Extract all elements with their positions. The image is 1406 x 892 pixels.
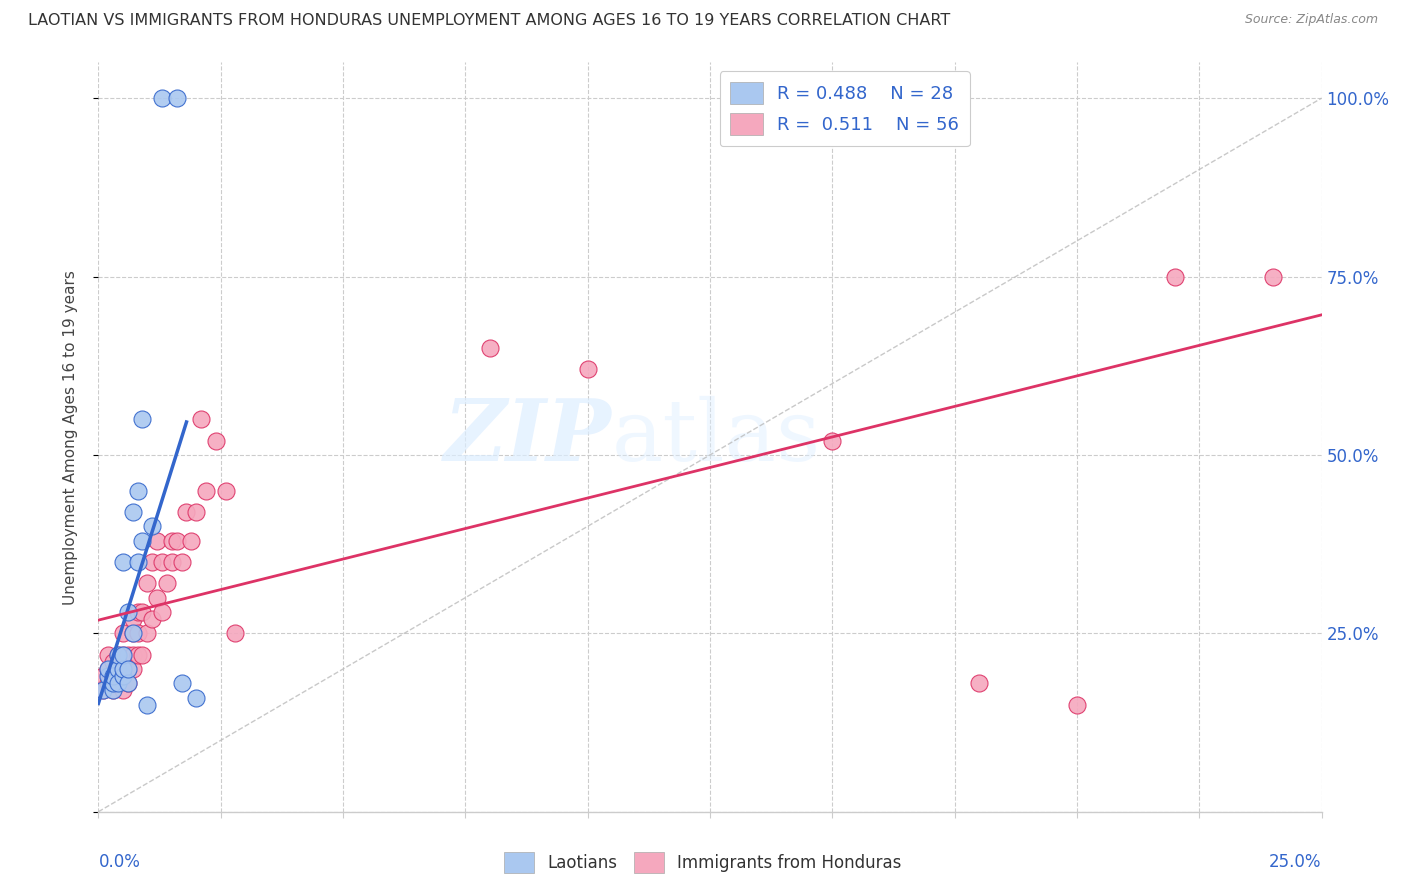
Point: [117, 662, 139, 676]
Point: [91, 683, 114, 698]
Point: [160, 533, 183, 548]
Point: [160, 555, 183, 569]
Point: [195, 483, 218, 498]
Point: [117, 662, 139, 676]
Point: [136, 626, 159, 640]
Point: [127, 605, 149, 619]
Point: [111, 669, 134, 683]
Point: [127, 483, 149, 498]
Legend: R = 0.488    N = 28, R =  0.511    N = 56: R = 0.488 N = 28, R = 0.511 N = 56: [720, 71, 970, 146]
Point: [101, 669, 124, 683]
Point: [121, 662, 143, 676]
Point: [107, 662, 129, 676]
Point: [101, 683, 124, 698]
Point: [166, 533, 188, 548]
Point: [107, 676, 129, 690]
Text: 0.0%: 0.0%: [98, 853, 141, 871]
Point: [723, 91, 745, 105]
Point: [478, 341, 501, 355]
Point: [101, 655, 124, 669]
Text: 25.0%: 25.0%: [1270, 853, 1322, 871]
Point: [97, 676, 120, 690]
Point: [136, 576, 159, 591]
Point: [97, 669, 120, 683]
Point: [101, 669, 124, 683]
Text: LAOTIAN VS IMMIGRANTS FROM HONDURAS UNEMPLOYMENT AMONG AGES 16 TO 19 YEARS CORRE: LAOTIAN VS IMMIGRANTS FROM HONDURAS UNEM…: [28, 13, 950, 29]
Point: [190, 412, 212, 426]
Legend: Laotians, Immigrants from Honduras: Laotians, Immigrants from Honduras: [498, 846, 908, 880]
Point: [821, 434, 844, 448]
Point: [97, 662, 120, 676]
Point: [205, 434, 228, 448]
Point: [146, 591, 169, 605]
Point: [111, 626, 134, 640]
Point: [131, 648, 153, 662]
Point: [121, 612, 143, 626]
Point: [107, 648, 129, 662]
Point: [141, 612, 163, 626]
Point: [180, 533, 202, 548]
Text: atlas: atlas: [612, 395, 821, 479]
Point: [121, 648, 143, 662]
Point: [121, 505, 143, 519]
Point: [131, 412, 153, 426]
Point: [150, 605, 173, 619]
Point: [107, 648, 129, 662]
Point: [91, 683, 114, 698]
Point: [136, 698, 159, 712]
Point: [224, 626, 246, 640]
Point: [141, 519, 163, 533]
Point: [111, 662, 134, 676]
Point: [101, 676, 124, 690]
Point: [186, 690, 208, 705]
Point: [1164, 269, 1187, 284]
Text: Source: ZipAtlas.com: Source: ZipAtlas.com: [1244, 13, 1378, 27]
Point: [111, 669, 134, 683]
Point: [170, 555, 193, 569]
Point: [91, 669, 114, 683]
Point: [576, 362, 599, 376]
Point: [117, 676, 139, 690]
Point: [1066, 698, 1088, 712]
Point: [170, 676, 193, 690]
Point: [176, 505, 198, 519]
Point: [166, 91, 188, 105]
Point: [131, 605, 153, 619]
Point: [117, 676, 139, 690]
Point: [214, 483, 236, 498]
Y-axis label: Unemployment Among Ages 16 to 19 years: Unemployment Among Ages 16 to 19 years: [63, 269, 77, 605]
Point: [121, 626, 143, 640]
Point: [146, 533, 169, 548]
Point: [121, 626, 143, 640]
Point: [186, 505, 208, 519]
Point: [127, 626, 149, 640]
Point: [156, 576, 179, 591]
Point: [107, 676, 129, 690]
Point: [97, 648, 120, 662]
Point: [141, 555, 163, 569]
Point: [111, 648, 134, 662]
Point: [967, 676, 990, 690]
Point: [117, 648, 139, 662]
Text: ZIP: ZIP: [444, 395, 612, 479]
Point: [111, 648, 134, 662]
Point: [1261, 269, 1284, 284]
Point: [101, 683, 124, 698]
Point: [150, 91, 173, 105]
Point: [97, 662, 120, 676]
Point: [150, 555, 173, 569]
Point: [111, 683, 134, 698]
Point: [117, 605, 139, 619]
Point: [131, 533, 153, 548]
Point: [107, 662, 129, 676]
Point: [111, 555, 134, 569]
Point: [127, 648, 149, 662]
Point: [127, 555, 149, 569]
